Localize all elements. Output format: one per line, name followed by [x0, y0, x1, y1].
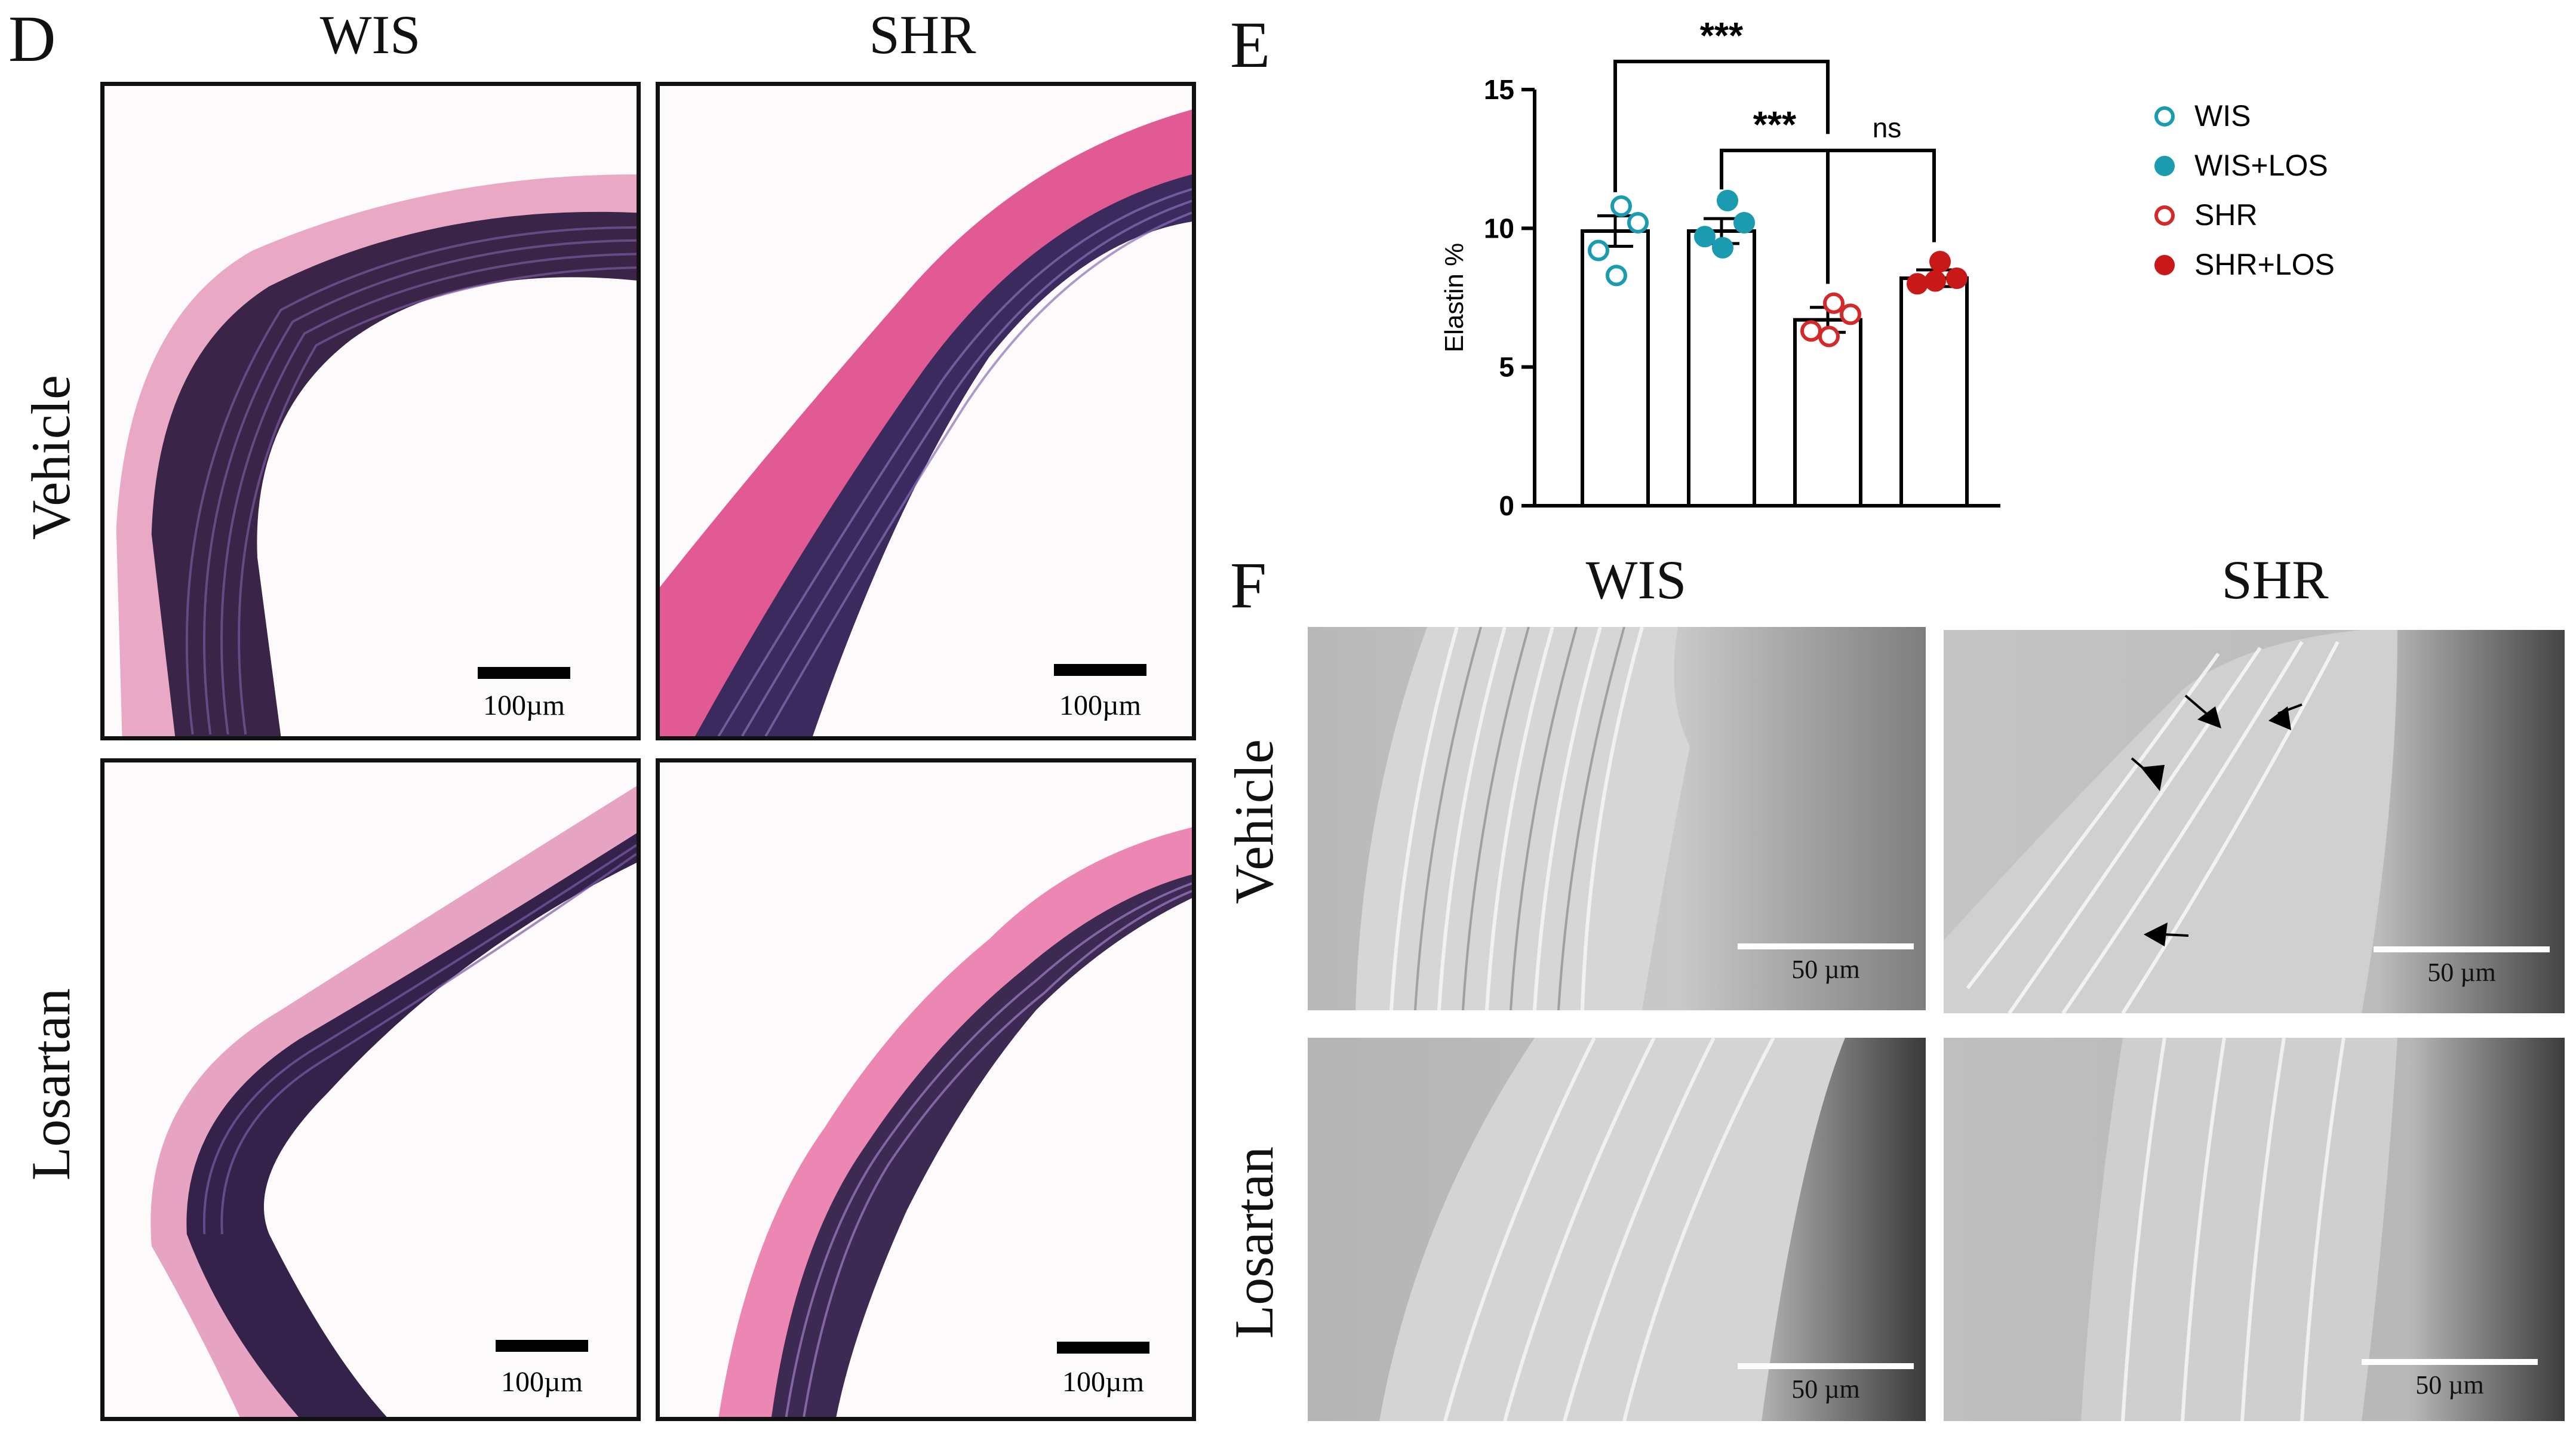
elastin-bar-chart: 0 5 10 15 Elastin % *** *** ns WIS WIS+LOS SHR SHR+… [1440, 16, 2335, 521]
legend-marker [2154, 156, 2175, 176]
panel-f-row-vehicle: Vehicle [1224, 739, 1284, 904]
scale-bar [1057, 1342, 1149, 1354]
data-point [1925, 270, 1946, 292]
scale-bar-label: 100µm [1059, 690, 1141, 721]
data-point [1946, 267, 1968, 289]
significance-label: ns [1873, 112, 1902, 143]
data-point [1627, 212, 1649, 234]
dic-wis-losartan: 50 µm [1308, 1038, 1926, 1421]
scale-bar-label: 100µm [483, 690, 565, 721]
legend-marker [2154, 255, 2175, 275]
panel-d-row-losartan: Losartan [20, 988, 81, 1180]
scale-bar [1738, 943, 1914, 949]
legend-label: SHR [2194, 198, 2258, 232]
scale-bar [1054, 664, 1146, 676]
scale-bar [1738, 1363, 1914, 1369]
scale-bar [2374, 946, 2550, 952]
legend-marker [2154, 106, 2175, 127]
panel-e-letter: E [1230, 8, 1271, 81]
dic-shr-losartan: 50 µm [1944, 1038, 2565, 1421]
y-tick-label: 5 [1499, 352, 1514, 383]
scale-bar-label: 50 µm [1791, 955, 1860, 984]
data-point [1823, 292, 1845, 314]
data-point [1800, 320, 1822, 342]
arrow-icon [2144, 923, 2168, 946]
panel-f-letter: F [1230, 549, 1267, 622]
significance-bracket [1613, 60, 1830, 192]
histology-wis-losartan: 100µm [100, 758, 641, 1421]
panel-f-column-shr: SHR [2221, 549, 2329, 610]
legend-label: SHR+LOS [2194, 248, 2335, 281]
scale-bar-label: 100µm [501, 1366, 583, 1398]
bar [1899, 276, 1969, 508]
data-point [1818, 325, 1840, 348]
histology-wis-vehicle: 100µm [100, 82, 641, 740]
y-axis-label: Elastin % [1440, 243, 1469, 352]
y-tick-label: 10 [1484, 213, 1514, 244]
legend-marker [2154, 205, 2175, 226]
panel-d-row-vehicle: Vehicle [20, 375, 81, 540]
data-point [1717, 189, 1738, 211]
data-point [1588, 239, 1609, 262]
scale-bar [2362, 1359, 2538, 1365]
data-point [1610, 195, 1632, 217]
panel-d-column-shr: SHR [869, 4, 976, 65]
panel-f-row-losartan: Losartan [1224, 1146, 1284, 1339]
bar [1793, 318, 1862, 508]
significance-label: *** [1700, 16, 1744, 57]
scale-bar-label: 50 µm [2415, 1370, 2484, 1400]
legend-label: WIS+LOS [2194, 149, 2328, 182]
arrow-icon [2268, 706, 2291, 730]
scale-bar [478, 667, 570, 679]
data-point [1606, 265, 1627, 287]
arrow-icon [2197, 706, 2221, 728]
dic-wis-vehicle: 50 µm [1308, 627, 1926, 1010]
scale-bar-label: 50 µm [1791, 1374, 1860, 1404]
y-tick-label: 15 [1484, 74, 1514, 105]
panel-f-column-wis: WIS [1585, 549, 1687, 610]
data-point [1840, 303, 1861, 325]
bar [1687, 229, 1756, 508]
data-point [1733, 212, 1755, 234]
legend-label: WIS [2194, 99, 2251, 133]
scale-bar-label: 100µm [1062, 1366, 1144, 1398]
dic-shr-vehicle: 50 µm [1944, 630, 2565, 1013]
data-point [1907, 273, 1928, 295]
scale-bar-label: 50 µm [2427, 958, 2496, 987]
histology-shr-losartan: 100µm [656, 758, 1196, 1421]
histology-shr-vehicle: 100µm [656, 82, 1196, 740]
significance-bracket [1826, 149, 1936, 284]
panel-d-column-wis: WIS [319, 4, 421, 65]
data-point [1712, 236, 1733, 259]
panel-d-letter: D [8, 2, 56, 75]
significance-label: *** [1753, 104, 1797, 146]
data-point [1929, 251, 1951, 273]
data-point [1694, 226, 1716, 248]
scale-bar [496, 1340, 588, 1352]
y-tick-label: 0 [1499, 490, 1514, 521]
